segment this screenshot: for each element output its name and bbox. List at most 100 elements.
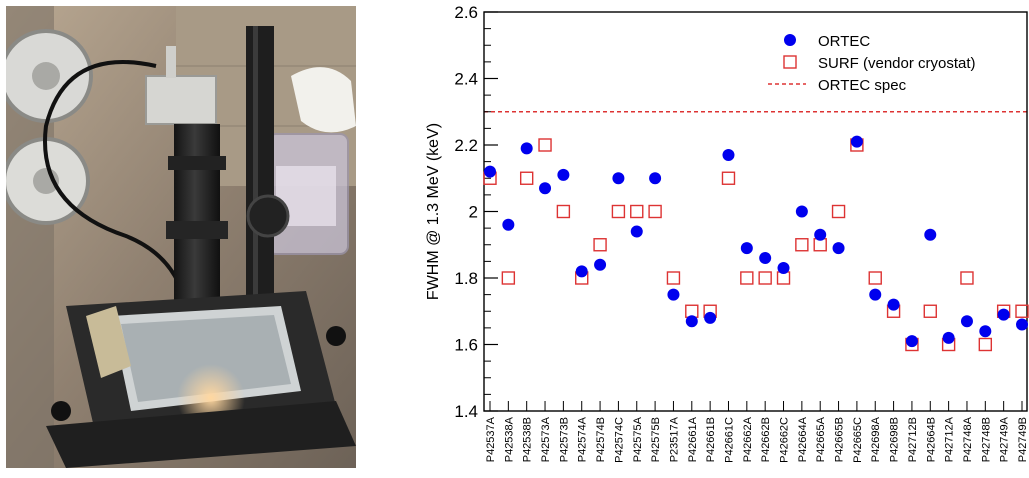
- y-tick-label: 2.4: [454, 70, 478, 89]
- ortec-point: [539, 182, 552, 195]
- ortec-point: [832, 242, 845, 255]
- legend: ORTEC SURF (vendor cryostat) ORTEC spec: [768, 33, 976, 94]
- surf-point: [868, 271, 882, 285]
- microscope-photo-illustration: [6, 6, 356, 468]
- x-tick-label: P42712A: [944, 416, 956, 462]
- surf-point: [611, 204, 626, 219]
- y-tick-label: 2: [469, 203, 478, 222]
- x-tick-label: P23517A: [668, 416, 680, 462]
- legend-surf-marker: [783, 55, 797, 69]
- x-tick-label: P42748B: [980, 417, 992, 462]
- ortec-point: [887, 298, 900, 311]
- x-tick-label: P42661A: [687, 416, 699, 462]
- surf-point: [666, 271, 681, 285]
- ortec-point: [905, 335, 918, 348]
- x-tick-label: P42664B: [925, 417, 937, 462]
- x-tick-label: P42662A: [742, 416, 754, 462]
- ortec-point: [1016, 318, 1028, 331]
- x-tick-label: P42665C: [852, 417, 864, 463]
- ortec-point: [722, 148, 735, 161]
- legend-surf-label: SURF (vendor cryostat): [818, 55, 976, 72]
- x-tick-label: P42573B: [558, 417, 570, 462]
- surf-point: [721, 171, 736, 185]
- legend-ortec-marker: [784, 34, 796, 46]
- y-tick-label: 2.2: [454, 136, 478, 155]
- fwhm-chart: 1.4 1.6 1.8 2 2.2 2.4 2.6 P42537A P42538A P42538…: [420, 0, 1029, 473]
- ortec-point: [814, 228, 827, 241]
- surf-point: [795, 238, 809, 252]
- y-tick-label: 1.6: [454, 336, 478, 355]
- ortec-point: [777, 262, 790, 275]
- ortec-point: [850, 135, 863, 148]
- ortec-point: [630, 225, 643, 238]
- x-tick-label: P42574B: [595, 417, 607, 462]
- legend-ortec-label: ORTEC: [818, 33, 870, 50]
- x-tick-label: P42748A: [962, 416, 974, 462]
- x-tick-label: P42661B: [705, 417, 717, 462]
- ortec-point: [704, 311, 717, 324]
- ortec-point: [795, 205, 808, 218]
- ortec-point: [594, 258, 607, 271]
- legend-spec-label: ORTEC spec: [818, 77, 907, 94]
- ortec-point: [960, 315, 973, 328]
- x-axis-ticks: P42537A P42538A P42538B P42573A P42573B P4257…: [485, 401, 1029, 463]
- surf-point: [630, 204, 644, 219]
- x-tick-label: P42538B: [522, 417, 534, 462]
- surf-point: [831, 204, 846, 219]
- surf-point: [758, 271, 772, 285]
- ortec-point: [685, 315, 698, 328]
- surf-point: [1015, 304, 1029, 318]
- ortec-point: [649, 172, 662, 185]
- x-tick-label: P42573A: [540, 416, 552, 462]
- ortec-point: [667, 288, 680, 301]
- x-tick-label: P42574C: [613, 417, 625, 463]
- surf-point: [501, 271, 516, 285]
- ortec-point: [520, 142, 533, 155]
- fwhm-scatter-plot: 1.4 1.6 1.8 2 2.2 2.4 2.6 P42537A P42538A P42538…: [425, 3, 1029, 463]
- y-axis-label: FWHM @ 1.3 MeV (keV): [425, 123, 442, 300]
- surf-point: [556, 204, 571, 219]
- ortec-point: [997, 308, 1010, 321]
- y-tick-label: 2.6: [454, 3, 478, 22]
- surf-point: [923, 304, 937, 318]
- y-tick-label: 1.8: [454, 269, 478, 288]
- ortec-point: [869, 288, 882, 301]
- x-tick-label: P42749A: [999, 416, 1011, 462]
- x-tick-label: P42574A: [577, 416, 589, 462]
- ortec-point: [942, 331, 955, 344]
- x-tick-label: P42537A: [485, 416, 497, 462]
- x-tick-label: P42662B: [760, 417, 772, 462]
- ortec-point: [612, 172, 625, 185]
- x-tick-label: P42664A: [797, 416, 809, 462]
- ortec-point: [575, 265, 588, 278]
- x-tick-label: P42538A: [503, 416, 515, 462]
- surf-point: [593, 238, 607, 252]
- y-tick-label: 1.4: [454, 402, 478, 421]
- ortec-point: [557, 168, 570, 181]
- ortec-point: [484, 165, 496, 178]
- x-tick-label: P42575A: [632, 416, 644, 462]
- x-tick-label: P42749B: [1017, 417, 1029, 462]
- y-axis-ticks: 1.4 1.6 1.8 2 2.2 2.4 2.6: [454, 3, 498, 421]
- series-ortec: [484, 135, 1028, 348]
- ortec-point: [979, 325, 992, 338]
- ortec-point: [924, 228, 937, 241]
- ortec-point: [740, 242, 753, 255]
- x-tick-label: P42661C: [723, 417, 735, 463]
- x-tick-label: P42665B: [834, 417, 846, 462]
- surf-point: [978, 337, 993, 352]
- surf-point: [740, 271, 754, 285]
- ortec-point: [759, 252, 772, 265]
- surf-point: [519, 171, 534, 185]
- data-series: [483, 135, 1029, 352]
- microscope-photo: [6, 6, 356, 468]
- x-tick-label: P42662C: [779, 417, 791, 463]
- surf-point: [648, 204, 662, 219]
- x-tick-label: P42665A: [815, 416, 827, 462]
- surf-point: [538, 138, 552, 152]
- x-tick-label: P42712B: [907, 417, 919, 462]
- ortec-point: [502, 218, 515, 231]
- x-tick-label: P42575B: [650, 417, 662, 462]
- x-tick-label: P42698B: [889, 417, 901, 462]
- surf-point: [960, 271, 974, 285]
